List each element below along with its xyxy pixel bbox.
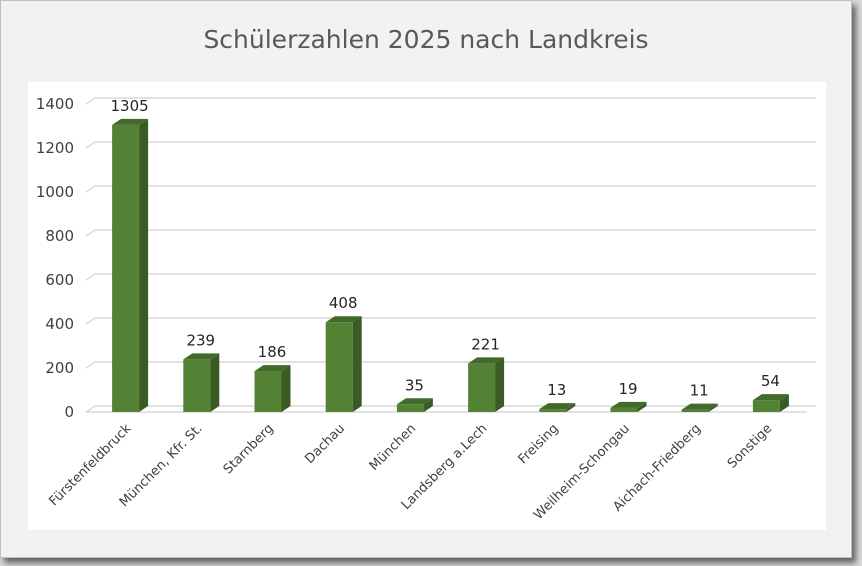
data-label: 408: [329, 294, 358, 312]
gridline-depth: [85, 229, 96, 237]
bar: [752, 394, 789, 412]
bar-side: [423, 398, 433, 412]
bar-top: [183, 353, 220, 360]
data-label: 239: [186, 331, 215, 349]
bar-front: [681, 409, 709, 412]
bar-side: [139, 118, 149, 413]
bar-front: [539, 409, 567, 412]
bar: [325, 316, 362, 412]
bar-side: [495, 357, 505, 412]
gridline-depth: [85, 141, 96, 149]
y-tick-label: 800: [45, 227, 74, 245]
chart-title: Schülerzahlen 2025 nach Landkreis: [203, 25, 649, 54]
bar-top: [254, 365, 291, 372]
y-tick-label: 200: [45, 359, 74, 377]
data-label: 221: [471, 335, 500, 353]
gridline-depth: [85, 97, 96, 105]
y-tick-label: 1000: [36, 183, 74, 201]
x-tick-label: München: [367, 421, 420, 474]
bar: [610, 401, 647, 412]
bar-top: [752, 394, 789, 401]
bar: [396, 398, 433, 412]
gridline-depth: [85, 317, 96, 325]
bar-front: [325, 322, 353, 412]
bar-top: [468, 357, 505, 364]
bar-front: [468, 363, 496, 412]
bar-front: [112, 124, 140, 413]
bar: [539, 403, 576, 412]
x-tick-label: Starnberg: [221, 421, 277, 477]
data-label: 1305: [111, 97, 149, 115]
y-tick-label: 1200: [36, 139, 74, 157]
bar-side: [210, 353, 220, 412]
bar-front: [254, 371, 282, 412]
gridline-depth: [85, 185, 96, 193]
bar-side: [708, 403, 718, 412]
bar: [112, 118, 149, 413]
x-tick-label: Dachau: [302, 421, 348, 467]
y-tick-label: 1400: [36, 95, 74, 113]
data-label: 35: [405, 376, 424, 394]
bar: [254, 365, 291, 412]
bar-side: [779, 394, 789, 412]
chart-frame: Schülerzahlen 2025 nach Landkreis 0 200 40…: [0, 0, 852, 558]
bar-front: [396, 404, 424, 412]
bar-top: [396, 398, 433, 405]
data-label: 19: [618, 380, 637, 398]
data-label: 13: [547, 381, 566, 399]
gridline-depth: [85, 361, 96, 369]
bar-top: [112, 118, 149, 125]
data-label: 11: [690, 382, 709, 400]
bar: [681, 403, 718, 412]
gridline-depth: [85, 273, 96, 281]
data-label: 54: [761, 372, 780, 390]
bar-side: [637, 401, 647, 412]
y-tick-label: 600: [45, 271, 74, 289]
bar-front: [183, 359, 211, 412]
bar-top: [681, 403, 718, 410]
y-tick-label: 400: [45, 315, 74, 333]
x-tick-label: Sonstige: [725, 421, 775, 471]
bar: [183, 353, 220, 412]
bar: [468, 357, 505, 412]
x-tick-label: Freising: [516, 421, 562, 467]
plot-area: [28, 82, 826, 530]
y-tick-label: 0: [64, 403, 74, 421]
bar-front: [752, 400, 780, 412]
bar-top: [539, 403, 576, 410]
gridline-depth: [85, 405, 96, 413]
bar-side: [281, 365, 291, 412]
data-label: 186: [258, 343, 287, 361]
bar-front: [610, 407, 638, 412]
bar-side: [566, 403, 576, 412]
bar-top: [325, 316, 362, 323]
bar-top: [610, 401, 647, 408]
bar-side: [352, 316, 362, 412]
